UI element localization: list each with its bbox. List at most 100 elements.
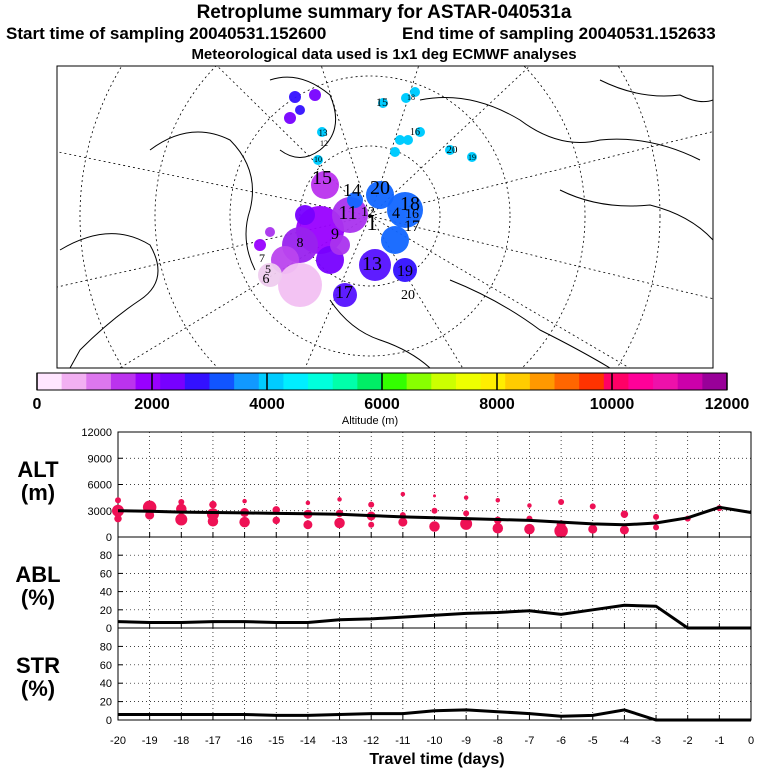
trajectory-label: 10 [314,155,322,164]
colorbar-segment [702,373,728,390]
trajectory-label: 13 [319,128,329,138]
colorbar-tick-label: 6000 [364,396,400,413]
altitude-point [463,495,469,500]
altitude-point [653,513,660,520]
trajectory-dot [309,89,321,101]
colorbar-segment [61,373,87,390]
colorbar-tick-label: 0 [33,396,42,413]
trajectory-label: 19 [397,263,413,280]
trajectory-dots [254,87,477,307]
altitude-point [558,499,565,505]
trajectory-label: 5 [265,262,271,276]
trajectory-dot [387,192,423,228]
x-tick-label: -18 [173,735,189,747]
trajectory-dot [317,127,327,137]
altitude-point [398,517,408,527]
altitude-point [207,516,219,527]
altitude-point [305,500,311,506]
trajectory-label: 16 [405,207,419,222]
altitude-point [114,514,122,523]
x-tick-label: -8 [493,735,503,747]
mean-altitude-line [117,505,752,527]
panel-label: ALT [17,457,59,482]
x-tick-label: -12 [363,735,379,747]
trajectory-dot [393,258,417,282]
panel-str: 0 20 40 60 80 STR(%) [16,627,752,727]
colorbar-segment [406,373,432,390]
colorbar-segment [382,373,408,390]
colorbar-segment [308,373,334,390]
altitude-point [589,503,596,510]
altitude-point [431,507,438,514]
x-tick-label: -20 [110,735,126,747]
colorbar-segment [234,373,260,390]
series-line [117,603,751,630]
trajectory-label: 7 [259,251,265,265]
panel-label: STR [16,653,60,678]
altitude-point [175,513,188,526]
altitude-point [242,498,247,504]
trajectory-dot [295,205,315,225]
panel-unit: (%) [21,585,55,610]
panel-alt: 0 3000 6000 9000 12000 ALT(m) [17,427,752,544]
trajectory-dot [311,171,339,199]
colorbar-segment [431,373,457,390]
trajectory-label: 15 [312,167,332,189]
trajectory-dot [467,152,477,162]
y-tick-label: 80 [100,641,112,653]
altitude-point [619,525,629,535]
colorbar-tick-label: 12000 [705,396,750,413]
x-tick-label: -1 [714,735,724,747]
x-axis-label: Travel time (days) [369,751,504,768]
panel-unit: (%) [21,676,55,701]
series-line [118,708,751,722]
colorbar-segment [332,373,358,390]
trajectory-dot [381,226,409,254]
y-tick-label: 0 [106,715,112,727]
trajectory-dot [265,227,275,237]
y-tick-label: 80 [100,550,112,562]
y-tick-label: 20 [100,605,112,617]
trajectory-dot [445,145,455,155]
trajectory-label: 14 [343,180,361,200]
met-data-label: Meteorological data used is 1x1 deg ECMW… [191,46,577,63]
colorbar-tick-label: 2000 [134,396,170,413]
altitude-point [463,510,470,517]
colorbar-segment [455,373,482,390]
trajectory-label: 13 [362,253,382,275]
trajectory-dot [333,283,357,307]
trajectory-dot [347,192,363,208]
colorbar-segment [554,373,580,390]
y-tick-label: 40 [100,587,112,599]
trajectory-dot [278,263,322,307]
altitude-point [620,510,629,518]
colorbar-tick-label: 10000 [590,396,635,413]
colorbar-segment [37,373,63,390]
colorbar-label: Altitude (m) [342,415,398,427]
trajectory-label: 17 [404,218,420,235]
trajectory-label: 20 [401,288,415,303]
trajectory-label: 8 [297,236,304,251]
colorbar-tick-label: 4000 [249,396,285,413]
panel-label: ABL [15,562,60,587]
end-time-label: End time of sampling 20040531.152633 [402,24,716,43]
colorbar-segment [529,373,555,390]
colorbar-segment [579,373,605,390]
altitude-point [337,497,342,502]
panel-abl: 0 20 40 60 80 ABL(%) [15,536,752,635]
altitude-point [334,517,345,529]
y-tick-label: 60 [100,568,112,580]
trajectory-label: 15 [376,95,388,109]
y-tick-label: 12000 [81,427,112,439]
colorbar-segment [628,373,654,390]
y-tick-label: 6000 [88,480,112,492]
colorbar-segment [184,373,210,390]
colorbar-segment [86,373,112,390]
altitude-point [429,521,440,532]
altitude-point [368,521,375,528]
x-tick-label: -3 [651,735,661,747]
x-tick-label: -19 [142,735,158,747]
colorbar-segment [258,373,284,390]
